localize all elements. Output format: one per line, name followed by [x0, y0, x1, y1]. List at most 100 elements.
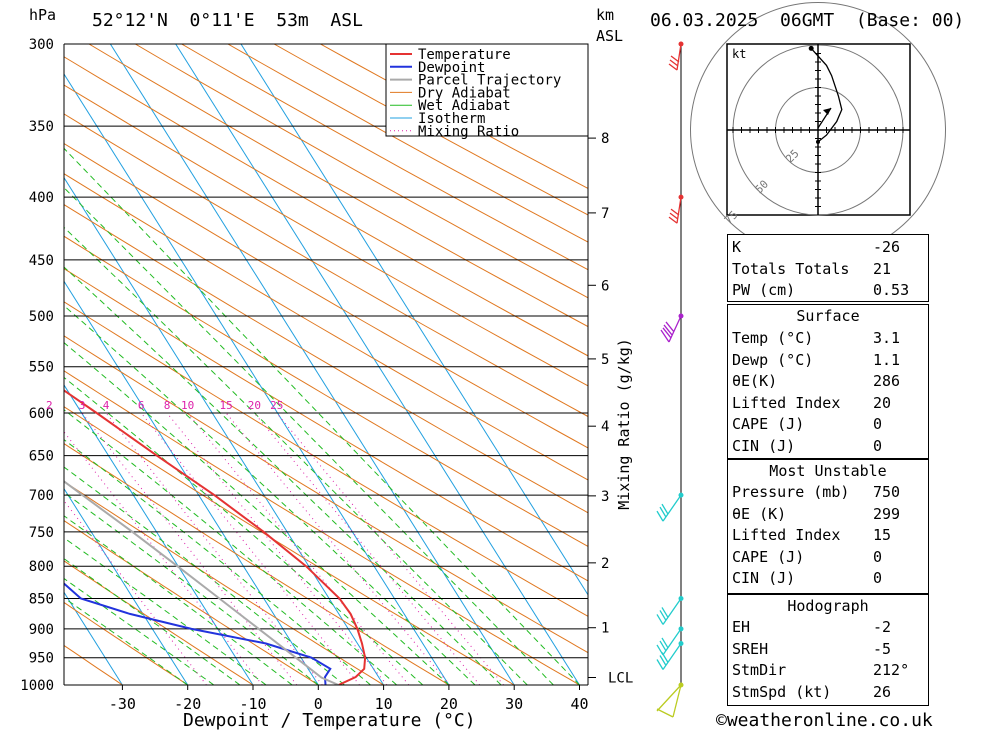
legend-label: Wet Adiabat [418, 98, 511, 114]
mixing-ratio-line [225, 412, 451, 685]
index-label: StmDir [732, 661, 787, 679]
index-label: StmSpd (kt) [732, 682, 832, 701]
index-row: StmSpd (kt) 26 [728, 682, 928, 703]
axes: 12346810152025-30-20-1001020304087654321… [46, 44, 633, 713]
mixing-ratio-label: 20 [248, 399, 261, 412]
index-row: Temp (°C) 3.1 [728, 328, 928, 349]
x-tick-label: 0 [314, 695, 323, 713]
index-label: Lifted Index [732, 393, 841, 412]
index-value: 0 [873, 569, 883, 587]
legend-label: Dewpoint [418, 60, 485, 76]
km-tick-label: 4 [601, 419, 609, 435]
pressure-tick-label: 900 [29, 622, 54, 638]
general-indices-panel: K -26 Totals Totals 21 PW (cm) 0.53 [727, 234, 929, 302]
index-label: EH [732, 618, 751, 636]
isotherm-line [64, 384, 254, 685]
mixing-ratio-label: 3 [79, 399, 86, 412]
x-tick-label: 10 [375, 695, 393, 713]
index-label: PW (cm) [732, 281, 796, 299]
index-label: Lifted Index [732, 526, 841, 544]
index-label: CAPE (J) [732, 415, 805, 433]
hodograph-unit-label: kt [732, 47, 746, 61]
hodograph-start-dot [816, 139, 820, 144]
mixing-ratio-line [81, 412, 298, 685]
dry-adiabat-line [64, 406, 515, 685]
index-value: 0 [873, 547, 883, 566]
mixing-ratio-label: 4 [103, 399, 110, 412]
x-tick-label: -20 [174, 695, 201, 713]
index-value: 0 [873, 415, 883, 433]
pressure-tick-label: 850 [29, 591, 54, 607]
mixing-ratio-label: 8 [164, 399, 171, 412]
index-row: EH -2 [728, 617, 928, 638]
km-tick-label: 7 [601, 206, 609, 222]
wind-barb [660, 315, 682, 343]
index-label: Totals Totals [732, 259, 850, 278]
index-value: -5 [873, 639, 892, 658]
wind-barb [656, 494, 682, 522]
wet-adiabat-line [64, 147, 580, 685]
pressure-tick-label: 1000 [20, 678, 54, 694]
wet-adiabat-line [64, 577, 215, 685]
index-row: PW (cm) 0.53 [728, 280, 928, 301]
wet-adiabat-line [64, 597, 188, 685]
pressure-tick-label: 550 [29, 360, 54, 376]
dry-adiabat-line [64, 235, 588, 547]
surface-title: Surface [796, 307, 860, 325]
index-row: CIN (J) 0 [728, 568, 928, 589]
dry-adiabat-line [64, 601, 188, 685]
index-value: 750 [873, 483, 901, 501]
index-value: -26 [873, 238, 901, 256]
dry-adiabat-line [64, 644, 123, 685]
dewpoint-profile [64, 582, 332, 685]
pressure-tick-label: 450 [29, 253, 54, 269]
pressure-tick-label: 350 [29, 119, 54, 135]
index-row: CIN (J) 0 [728, 436, 928, 457]
wind-barb [668, 43, 682, 71]
pressure-tick-label: 600 [29, 406, 54, 422]
isotherm-line [240, 44, 588, 596]
index-label: Pressure (mb) [732, 483, 850, 501]
hpa-label: hPa [29, 6, 57, 24]
isotherm-line [64, 73, 450, 685]
index-label: Temp (°C) [732, 329, 814, 347]
asl-label: ASL [596, 27, 624, 45]
index-row: K -26 [728, 237, 928, 258]
temperature-profile [64, 389, 367, 685]
index-row: StmDir 212° [728, 660, 928, 681]
website-credit[interactable]: ©weatheronline.co.uk [716, 710, 933, 731]
mixing-ratio-label: 10 [181, 399, 194, 412]
index-value: 286 [873, 372, 901, 390]
index-value: -2 [873, 618, 892, 636]
x-tick-label: 40 [570, 695, 588, 713]
km-tick-label: 1 [601, 621, 609, 637]
index-label: CAPE (J) [732, 547, 805, 566]
mixing-ratio-label: 15 [219, 399, 232, 412]
mixing-ratio-axis-label: Mixing Ratio (g/kg) [615, 338, 633, 510]
legend-label: Temperature [418, 47, 511, 63]
index-value: 3.1 [873, 329, 901, 347]
index-value: 26 [873, 682, 892, 701]
km-tick-label: 8 [601, 131, 609, 147]
index-label: CIN (J) [732, 436, 796, 455]
dry-adiabat-line [64, 84, 588, 387]
sounding-series [64, 389, 367, 685]
km-tick-label: 6 [601, 278, 609, 294]
index-label: SREH [732, 639, 769, 658]
wet-adiabat-line [64, 439, 371, 685]
dry-adiabat-line [64, 520, 319, 685]
isotherm-line [175, 44, 580, 685]
legend-box [385, 43, 589, 137]
mixing-ratio-line [253, 412, 481, 685]
index-value: 299 [873, 504, 901, 523]
hodograph-end-dot [808, 45, 814, 51]
km-label: km [596, 6, 615, 24]
legend-label: Isotherm [418, 111, 485, 127]
km-tick-label: 2 [601, 556, 609, 572]
index-row: Lifted Index 15 [728, 525, 928, 546]
hodograph-title: Hodograph [787, 597, 869, 615]
wet-adiabats [64, 147, 580, 685]
dry-adiabat-line [64, 142, 588, 449]
parcel-trajectory-profile [64, 480, 339, 685]
